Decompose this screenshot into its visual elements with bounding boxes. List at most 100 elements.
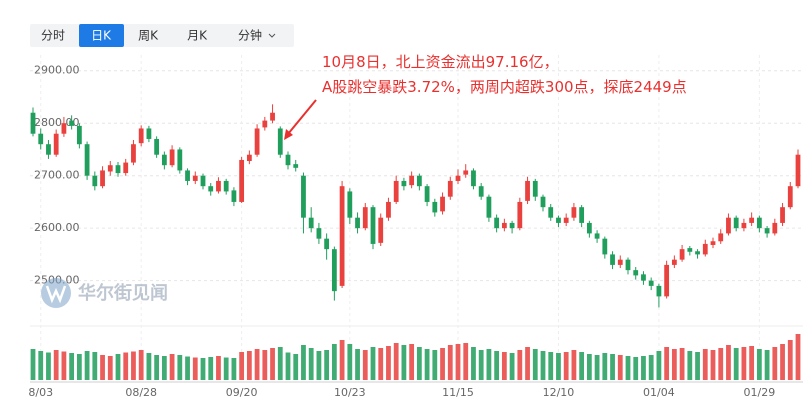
volume-bar — [100, 355, 105, 380]
volume-bar — [239, 352, 245, 380]
candle-body — [393, 180, 399, 202]
candle-body — [532, 180, 538, 197]
volume-bar — [517, 350, 523, 380]
volume-bar — [146, 353, 152, 380]
x-tick-label: 09/20 — [226, 386, 258, 399]
volume-bar — [401, 345, 407, 380]
candle-body — [571, 207, 577, 218]
candle-body — [633, 270, 639, 276]
volume-bar — [756, 349, 762, 380]
candle-body — [416, 175, 422, 187]
candle-body — [185, 170, 190, 181]
candle-body — [76, 125, 82, 145]
candle-body — [726, 217, 731, 234]
candle-body — [710, 241, 716, 245]
volume-bar — [285, 352, 291, 380]
candle-body — [92, 175, 98, 187]
candle-body — [347, 191, 353, 218]
tab[interactable]: 周K — [138, 29, 159, 43]
candle-body — [331, 249, 337, 292]
volume-bar — [216, 356, 221, 380]
watermark: 华尔街见闻 — [41, 278, 168, 308]
candle-body — [223, 180, 229, 192]
candle-body — [486, 196, 492, 218]
annotation: A股跳空暴跌3.72%，两周内超跌300点，探底2449点 — [322, 78, 687, 96]
candle-body — [733, 217, 739, 229]
candle-body — [154, 138, 160, 155]
candle-body — [100, 170, 105, 187]
volume-bar — [702, 349, 708, 380]
volume-bar — [115, 354, 121, 380]
volume-bar — [733, 348, 739, 380]
volume-bar — [602, 353, 608, 380]
candle-body — [501, 222, 507, 229]
volume-bar — [741, 347, 747, 380]
volume-bar — [362, 350, 368, 380]
candle-body — [146, 128, 152, 139]
volume-bar — [84, 351, 90, 380]
volume-bar — [509, 353, 515, 380]
candle-body — [339, 186, 345, 286]
candle-body — [671, 259, 677, 265]
candle-body — [463, 170, 469, 175]
volume-bar — [478, 350, 484, 380]
y-tick-label: 2600.00 — [34, 221, 80, 234]
candle-body — [107, 165, 113, 172]
candle-body — [756, 217, 762, 229]
candle-body — [239, 159, 245, 202]
tab[interactable]: 分钟 — [238, 28, 262, 43]
candle-body — [262, 120, 268, 128]
candle-body — [440, 196, 445, 212]
volume-bar — [671, 349, 677, 380]
candle-body — [308, 217, 314, 229]
candle-body — [115, 165, 121, 174]
volume-bar — [331, 344, 337, 380]
candle-body — [764, 228, 770, 234]
volume-bar — [471, 347, 476, 380]
volume-bar — [316, 351, 322, 380]
tab[interactable]: 分时 — [41, 29, 65, 43]
volume-bar — [107, 356, 113, 380]
volume-bar — [92, 352, 98, 380]
volume-bar — [393, 343, 399, 380]
annotation-arrow — [287, 99, 317, 135]
volume-bar — [795, 334, 801, 380]
volume-bar — [780, 344, 785, 380]
candle-body — [123, 162, 129, 174]
tab[interactable]: 月K — [187, 29, 208, 43]
volume-bar — [223, 357, 229, 380]
candle-body — [509, 222, 515, 229]
candle-body — [61, 123, 67, 134]
candle-body — [741, 222, 747, 229]
candle-body — [192, 175, 198, 181]
candle-body — [617, 259, 623, 265]
tab[interactable]: 日K — [91, 29, 112, 43]
volume-bar — [208, 357, 214, 380]
volume-bar — [556, 353, 561, 380]
candle-body — [702, 243, 708, 255]
volume-bar — [69, 353, 75, 380]
volume-bar — [46, 352, 51, 380]
candle-body — [138, 128, 144, 144]
volume-bar — [679, 348, 685, 380]
volume-bar — [409, 344, 415, 380]
candle-body — [787, 186, 793, 208]
volume-bar — [138, 350, 144, 380]
dropdown-icon — [268, 33, 276, 38]
x-tick-label: 01/04 — [643, 386, 675, 399]
candle-body — [84, 144, 90, 176]
volume-bar — [594, 355, 600, 380]
volume-bar — [463, 343, 469, 380]
volume-bar — [687, 351, 693, 380]
candle-body — [447, 180, 453, 197]
x-tick-label: 10/23 — [334, 386, 366, 399]
candle-body — [525, 180, 530, 201]
volume-bar — [254, 349, 260, 380]
volume-bar — [494, 351, 500, 380]
candle-body — [478, 186, 484, 197]
volume-bar — [648, 355, 654, 380]
candle-body — [324, 238, 330, 250]
volume-bar — [154, 355, 160, 380]
candle-body — [378, 217, 384, 243]
